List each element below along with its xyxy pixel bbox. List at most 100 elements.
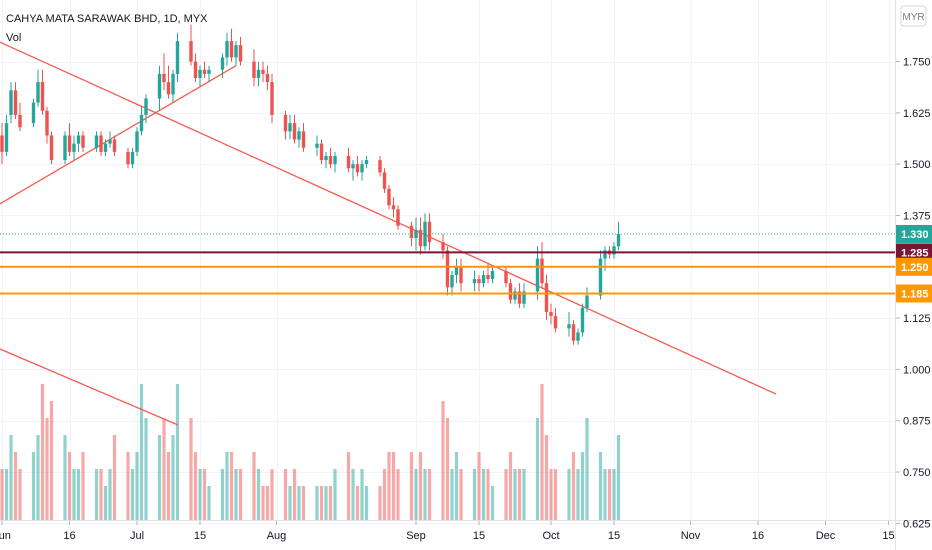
candle-body	[540, 258, 544, 284]
candle-body	[301, 131, 306, 148]
volume-bar	[81, 452, 85, 520]
volume-bar	[477, 452, 481, 520]
volume-bar	[553, 469, 558, 520]
volume-bar	[414, 469, 418, 520]
volume-bar	[607, 469, 612, 520]
volume-bar	[288, 486, 292, 520]
candle-body	[517, 291, 522, 304]
volume-bar	[364, 486, 369, 520]
volume-bar	[63, 435, 67, 520]
candle-body	[576, 332, 580, 341]
volume-bar	[40, 384, 45, 520]
volume-bar	[157, 435, 162, 520]
volume-bar	[454, 452, 459, 520]
volume-bar	[567, 469, 571, 520]
volume-bar	[346, 452, 351, 520]
volume-bar	[238, 469, 243, 520]
currency-button-label[interactable]: MYR	[902, 12, 924, 23]
volume-bar	[67, 452, 72, 520]
price-candles	[0, 24, 621, 345]
price-tick-label: 0.875	[903, 416, 931, 428]
candle-body	[288, 123, 292, 132]
volume-bar	[0, 469, 4, 520]
volume-bar	[229, 452, 234, 520]
volume-bar	[139, 384, 144, 520]
volume-bar	[18, 469, 22, 520]
candle-body	[549, 311, 553, 317]
volume-bar	[234, 469, 238, 520]
candle-body	[612, 246, 616, 255]
candle-body	[571, 324, 576, 341]
candle-body	[324, 155, 328, 161]
candle-body	[472, 279, 477, 284]
candle-body	[207, 69, 211, 74]
volume-bar	[261, 486, 265, 520]
volume-bar	[450, 469, 454, 520]
volume-bar	[301, 486, 306, 520]
volume-bar	[616, 435, 621, 520]
time-axis[interactable]: Jun16Jul15AugSep15Oct15Nov16Dec1520	[0, 521, 932, 542]
currency-button-frame[interactable]	[900, 5, 927, 27]
candle-body	[490, 270, 495, 280]
candle-body	[144, 98, 148, 115]
volume-bar	[130, 469, 135, 520]
candle-body	[603, 250, 607, 259]
volume-bar	[166, 452, 171, 520]
volume-bar	[549, 469, 553, 520]
volume-bar	[144, 418, 148, 520]
volume-bar	[13, 452, 18, 520]
volume-bar	[508, 452, 513, 520]
volume-bar	[297, 486, 301, 520]
volume-bars	[0, 384, 621, 520]
volume-bar	[112, 435, 117, 520]
time-tick-label: 15	[194, 530, 206, 542]
volume-bar	[4, 469, 9, 520]
volume-bar	[175, 384, 180, 520]
candle-body	[297, 131, 301, 140]
candle-body	[346, 155, 351, 169]
downtrend-line-volume	[0, 348, 179, 426]
currency-button[interactable]: MYR	[900, 5, 927, 27]
candle-body	[130, 151, 135, 165]
volume-bar	[571, 452, 576, 520]
volume-bar	[445, 418, 450, 520]
price-tick-label: 0.750	[903, 467, 931, 479]
volume-bar	[409, 452, 414, 520]
price-tick-label: 0.625	[903, 518, 931, 530]
volume-bar	[72, 469, 76, 520]
volume-bar	[207, 486, 211, 520]
candle-body	[441, 242, 445, 251]
volume-bar	[49, 401, 54, 520]
volume-bar	[540, 384, 544, 520]
candle-body	[409, 225, 414, 239]
candle-body	[193, 61, 198, 78]
candle-body	[382, 172, 387, 189]
volume-bar	[292, 469, 297, 520]
volume-bar	[351, 469, 355, 520]
candle-body	[454, 266, 459, 275]
candle-body	[396, 209, 400, 226]
price-labels: 1.330 1.285 1.250 1.185	[896, 224, 932, 303]
candle-body	[4, 123, 9, 152]
volume-bar	[126, 452, 130, 520]
volume-bar	[612, 469, 616, 520]
candle-body	[423, 221, 427, 247]
level-label-2: 1.250	[901, 262, 929, 274]
candle-body	[72, 143, 76, 152]
price-tick-label: 1.625	[903, 108, 931, 120]
volume-bar	[108, 469, 112, 520]
volume-bar	[9, 435, 13, 520]
candle-body	[256, 69, 261, 78]
candle-body	[157, 73, 162, 99]
candle-body	[553, 316, 558, 329]
last-price-label-bg	[896, 224, 932, 243]
candle-body	[598, 258, 603, 296]
candle-body	[328, 155, 333, 165]
volume-bar	[481, 469, 486, 520]
volume-bar	[576, 469, 580, 520]
volume-bar	[472, 469, 477, 520]
volume-bar	[225, 452, 229, 520]
time-tick-label: 15	[608, 530, 620, 542]
level-label-2-bg	[896, 257, 932, 276]
